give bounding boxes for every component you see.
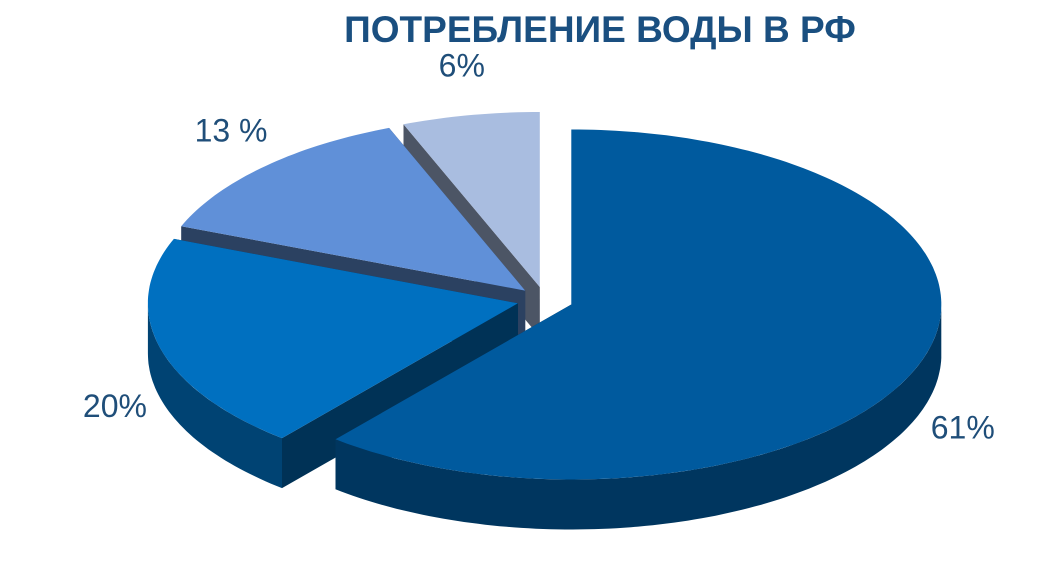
data-label: 61% (931, 409, 995, 445)
slice (147, 238, 518, 439)
data-label: 13 % (195, 112, 268, 148)
slice (181, 127, 526, 291)
chart-title: ПОТРЕБЛЕНИЕ ВОДЫ В РФ (344, 9, 856, 50)
slice-side (147, 303, 282, 489)
pie (147, 112, 942, 530)
slice (335, 129, 942, 480)
data-label: 20% (83, 388, 147, 424)
slice-group (335, 129, 942, 530)
slice-side (335, 304, 942, 530)
slice (403, 112, 540, 287)
data-label: 6% (439, 47, 485, 83)
